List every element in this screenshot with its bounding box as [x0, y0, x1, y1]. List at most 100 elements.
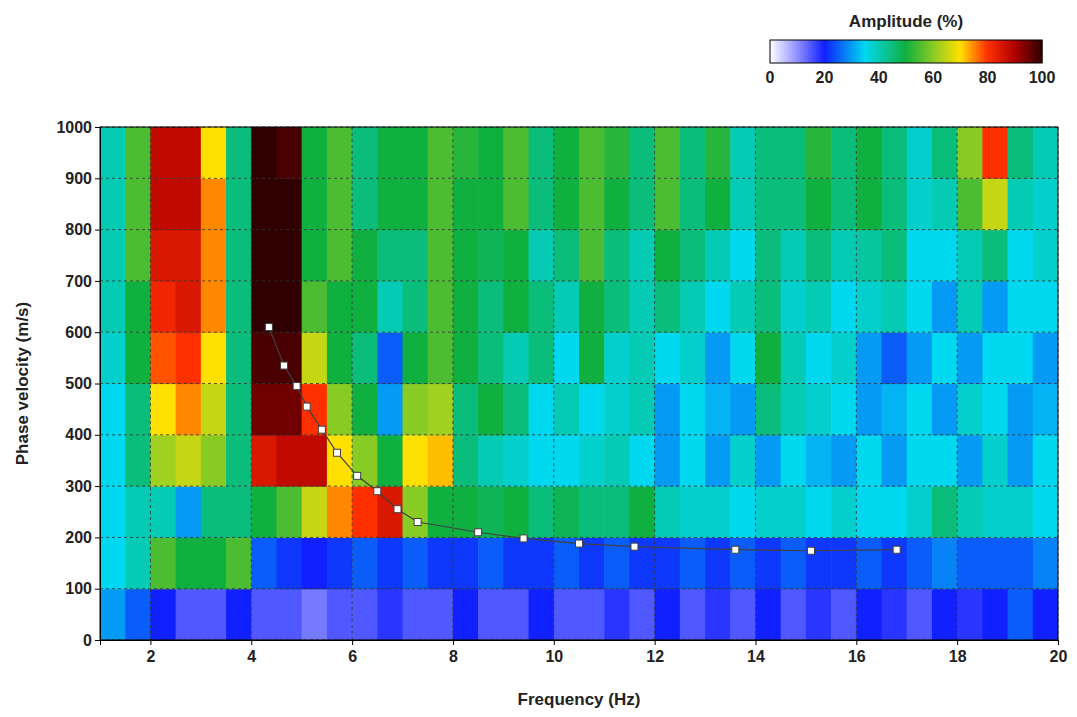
heatmap-cell [529, 384, 555, 436]
y-tick-mark [95, 486, 100, 487]
x-tick: 2 [146, 640, 155, 665]
x-tick-label: 20 [1050, 648, 1068, 665]
y-tick-mark [95, 332, 100, 333]
curve-marker [631, 543, 638, 550]
heatmap-cell [982, 537, 1008, 589]
heatmap-cell [100, 537, 126, 589]
heatmap-cell [150, 537, 176, 589]
heatmap-cell [705, 281, 731, 333]
heatmap-cell [302, 435, 328, 487]
heatmap-cell [503, 178, 529, 230]
heatmap-cell [226, 332, 252, 384]
heatmap-cell [276, 230, 302, 282]
heatmap-cell [730, 589, 756, 640]
heatmap-cell [201, 127, 227, 179]
heatmap-cell [150, 384, 176, 436]
heatmap-cell [352, 281, 378, 333]
heatmap-cell [226, 281, 252, 333]
heatmap-cell [629, 435, 655, 487]
heatmap-cell [150, 589, 176, 640]
heatmap-cell [453, 127, 479, 179]
heatmap-cell [982, 230, 1008, 282]
heatmap-cell [403, 127, 429, 179]
heatmap-cell [907, 230, 933, 282]
heatmap-cell [781, 589, 807, 640]
y-tick-label: 1000 [56, 119, 92, 136]
heatmap-cell [1033, 127, 1058, 179]
heatmap-cell [453, 332, 479, 384]
heatmap-cell [932, 537, 958, 589]
heatmap-cell [428, 127, 454, 179]
heatmap-cell [226, 384, 252, 436]
heatmap-cell [806, 486, 832, 538]
heatmap-cell [982, 332, 1008, 384]
heatmap-cell [201, 281, 227, 333]
heatmap-cell [579, 384, 605, 436]
heatmap-cell [882, 281, 908, 333]
x-tick: 20 [1050, 640, 1068, 665]
heatmap-cell [453, 178, 479, 230]
y-tick: 600 [65, 324, 100, 341]
heatmap-cell [680, 230, 706, 282]
x-tick-mark [655, 640, 656, 645]
curve-marker [333, 449, 340, 456]
heatmap-cell [882, 486, 908, 538]
heatmap-cell [201, 384, 227, 436]
heatmap-cell [226, 537, 252, 589]
x-tick-label: 12 [646, 648, 664, 665]
y-tick: 500 [65, 375, 100, 392]
heatmap-cell [1008, 230, 1034, 282]
heatmap-cell [1033, 178, 1058, 230]
heatmap-cell [377, 384, 403, 436]
heatmap-cell [957, 230, 983, 282]
heatmap-cell [201, 589, 227, 640]
y-tick-label: 400 [65, 426, 92, 443]
heatmap-cell [276, 486, 302, 538]
heatmap-cell [453, 281, 479, 333]
grid-line [100, 434, 1058, 435]
heatmap-cell [428, 537, 454, 589]
heatmap-cell [629, 281, 655, 333]
heatmap-cell [629, 127, 655, 179]
heatmap-cell [201, 230, 227, 282]
heatmap-cell [730, 435, 756, 487]
heatmap-cell [755, 178, 781, 230]
heatmap-cell [251, 537, 277, 589]
heatmap-cell [453, 384, 479, 436]
heatmap-cell [403, 384, 429, 436]
heatmap-cell [327, 178, 353, 230]
colorbar-title: Amplitude (%) [849, 12, 963, 31]
heatmap-cell [932, 435, 958, 487]
heatmap-cell [428, 589, 454, 640]
heatmap-cell [730, 230, 756, 282]
heatmap-cell [453, 537, 479, 589]
heatmap-cell [604, 178, 630, 230]
heatmap-cell [730, 127, 756, 179]
heatmap-cell [856, 332, 882, 384]
heatmap-cell [150, 486, 176, 538]
heatmap-cell [755, 127, 781, 179]
x-tick-label: 8 [449, 648, 458, 665]
heatmap-cell [352, 537, 378, 589]
heatmap-cell [554, 486, 580, 538]
heatmap-cell [352, 332, 378, 384]
heatmap-cell [982, 486, 1008, 538]
heatmap-cell [680, 384, 706, 436]
heatmap-cell [856, 127, 882, 179]
heatmap-cell [1033, 435, 1058, 487]
x-tick-mark [352, 640, 353, 645]
curve-marker [475, 529, 482, 536]
heatmap-cell [428, 281, 454, 333]
heatmap-cell [226, 486, 252, 538]
heatmap-cell [176, 486, 202, 538]
heatmap-cell [705, 332, 731, 384]
heatmap-cell [907, 384, 933, 436]
heatmap-cell [302, 230, 328, 282]
heatmap-cell [125, 486, 151, 538]
y-tick: 400 [65, 426, 100, 443]
colorbar: 020406080100Amplitude (%) [766, 12, 1056, 86]
heatmap-cell [377, 230, 403, 282]
heatmap-cell [932, 384, 958, 436]
heatmap-cell [982, 435, 1008, 487]
heatmap-cell [302, 281, 328, 333]
